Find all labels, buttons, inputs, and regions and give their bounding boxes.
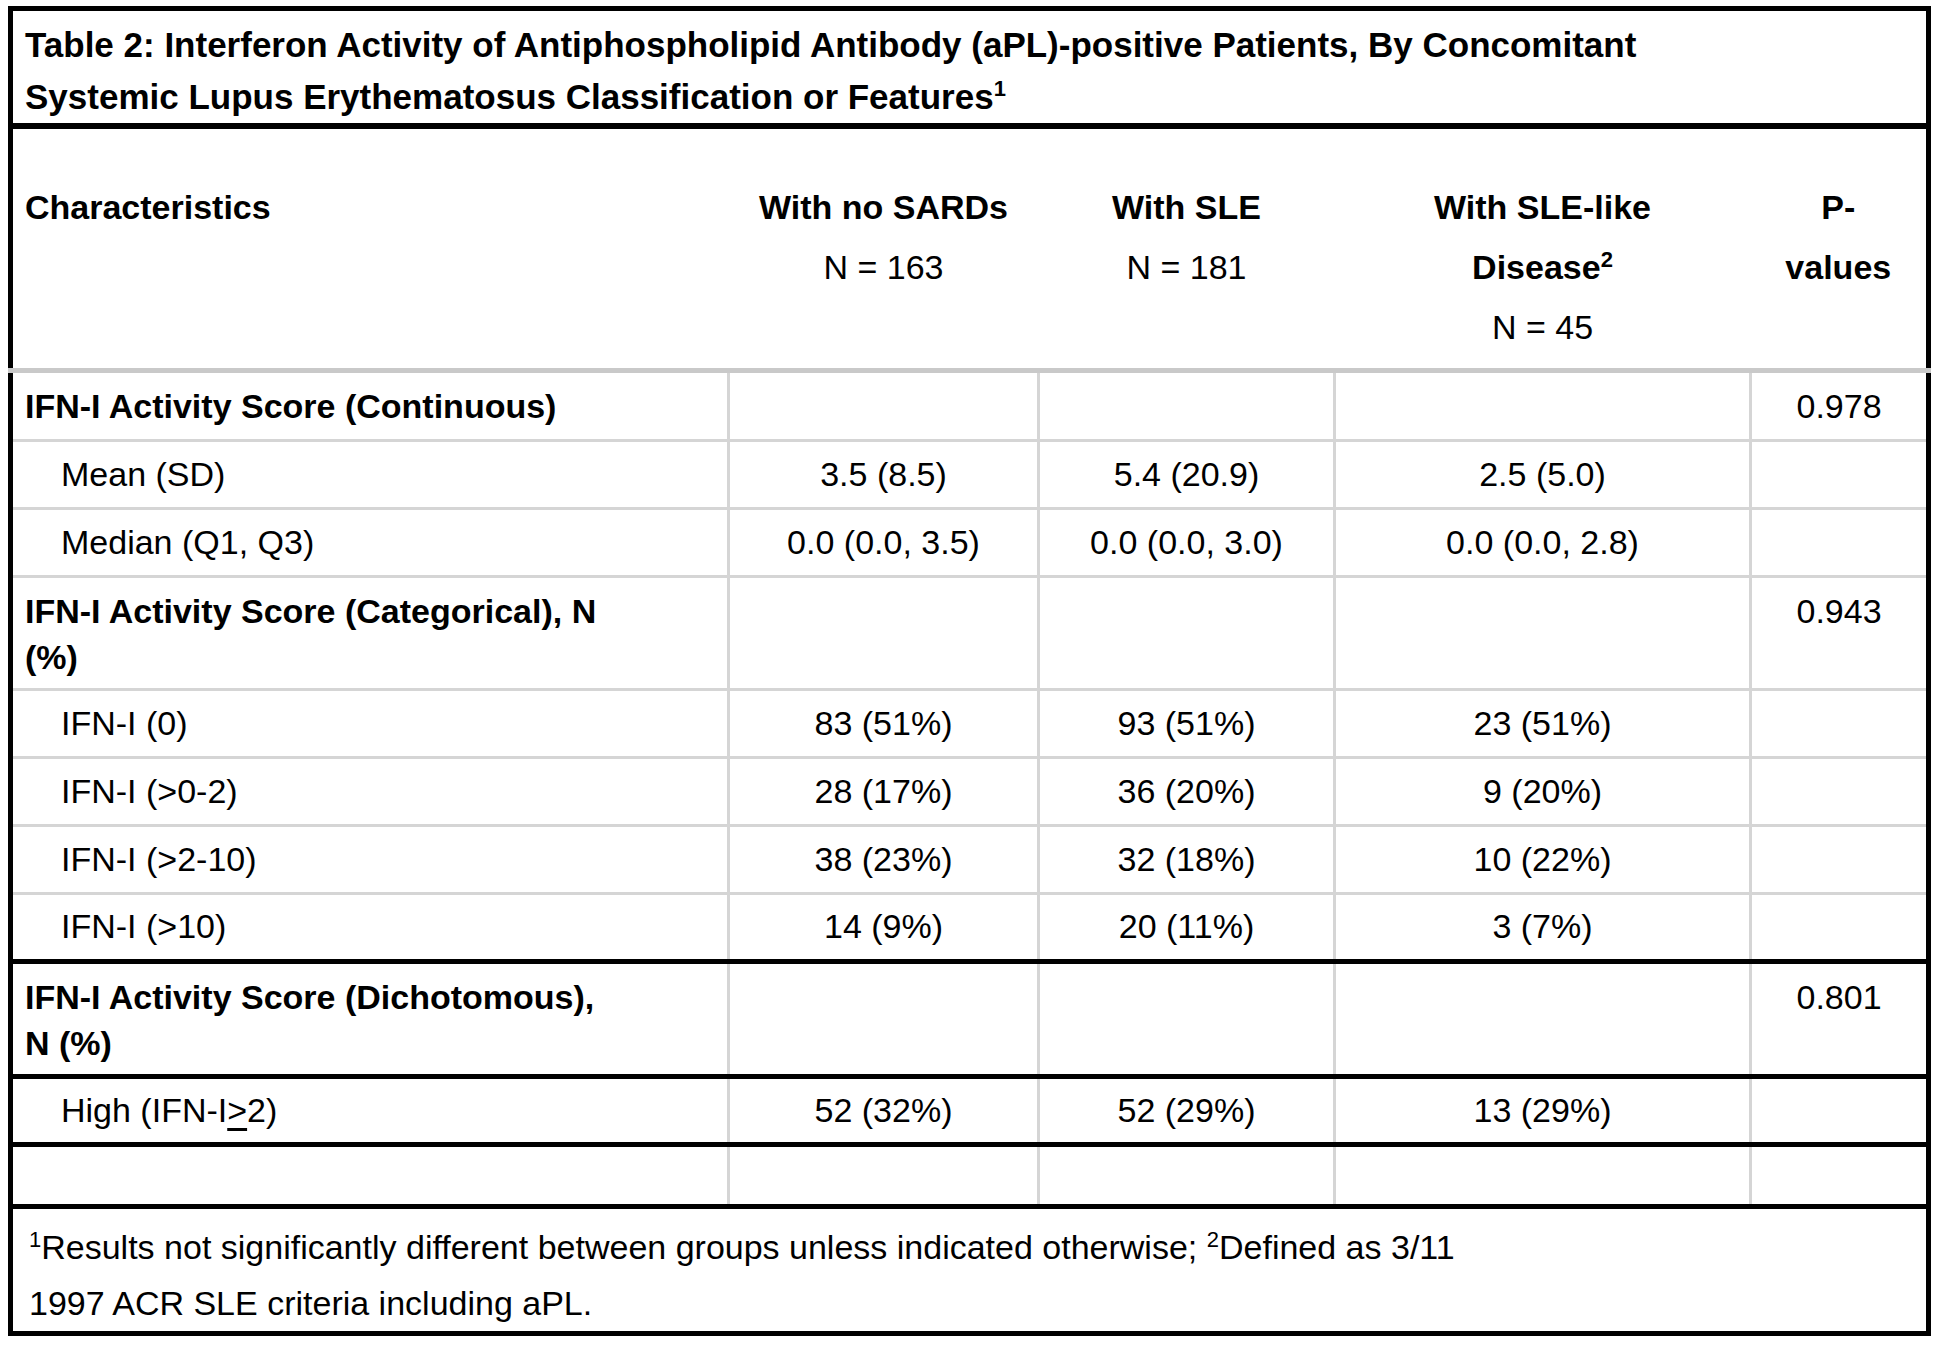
cell-value: [1039, 961, 1335, 1076]
cell-value: 28 (17%): [729, 757, 1039, 825]
footnote-line2: 1997 ACR SLE criteria including aPL.: [29, 1275, 1912, 1331]
table-title-line2: Systemic Lupus Erythematosus Classificat…: [25, 71, 1914, 123]
cell-value: 9 (20%): [1335, 757, 1751, 825]
table-row: IFN-I Activity Score (Dichotomous),N (%)…: [11, 961, 1929, 1076]
greater-equal-glyph: >: [227, 1091, 247, 1129]
p-value-cell: [1751, 440, 1929, 508]
cell-value: 0.0 (0.0, 2.8): [1335, 508, 1751, 576]
row-label: IFN-I Activity Score (Categorical), N(%): [11, 576, 729, 689]
footnote-line1: 1Results not significantly different bet…: [29, 1219, 1912, 1275]
cell-value: 32 (18%): [1039, 825, 1335, 893]
table-row: Mean (SD)3.5 (8.5)5.4 (20.9)2.5 (5.0): [11, 440, 1929, 508]
cell-value: 23 (51%): [1335, 689, 1751, 757]
footnote-row: 1Results not significantly different bet…: [11, 1206, 1929, 1333]
cell-value: 3.5 (8.5): [729, 440, 1039, 508]
row-label: IFN-I (>2-10): [11, 825, 729, 893]
p-value-cell: 0.801: [1751, 961, 1929, 1076]
p-value-cell: [1751, 893, 1929, 961]
table-row: Median (Q1, Q3)0.0 (0.0, 3.5)0.0 (0.0, 3…: [11, 508, 1929, 576]
cell-value: 13 (29%): [1335, 1076, 1751, 1144]
row-label: IFN-I Activity Score (Dichotomous),N (%): [11, 961, 729, 1076]
group-n: N = 45: [1336, 297, 1750, 357]
cell-value: 5.4 (20.9): [1039, 440, 1335, 508]
cell-value: 52 (29%): [1039, 1076, 1335, 1144]
table-title-line1: Table 2: Interferon Activity of Antiphos…: [25, 19, 1914, 71]
cell-value: [729, 1144, 1039, 1206]
p-value-cell: [1751, 1144, 1929, 1206]
p-value-cell: [1751, 825, 1929, 893]
cell-value: 14 (9%): [729, 893, 1039, 961]
cell-value: 36 (20%): [1039, 757, 1335, 825]
cell-value: 3 (7%): [1335, 893, 1751, 961]
p-value-cell: 0.943: [1751, 576, 1929, 689]
footnote: 1Results not significantly different bet…: [11, 1206, 1929, 1333]
cell-value: [1335, 576, 1751, 689]
header-superscript: 2: [1601, 247, 1613, 272]
table-row: IFN-I (>2-10)38 (23%)32 (18%)10 (22%): [11, 825, 1929, 893]
footnote-superscript-2: 2: [1207, 1226, 1219, 1251]
row-label: IFN-I (>10): [11, 893, 729, 961]
cell-value: 0.0 (0.0, 3.0): [1039, 508, 1335, 576]
column-header-no-sards: With no SARDs N = 163: [729, 126, 1039, 370]
cell-value: [1335, 961, 1751, 1076]
document-page: Table 2: Interferon Activity of Antiphos…: [0, 0, 1934, 1366]
cell-value: 83 (51%): [729, 689, 1039, 757]
p-value-cell: [1751, 1076, 1929, 1144]
row-label: Median (Q1, Q3): [11, 508, 729, 576]
cell-value: [1335, 370, 1751, 440]
table-row: IFN-I Activity Score (Continuous) 0.978: [11, 370, 1929, 440]
row-label: IFN-I (>0-2): [11, 757, 729, 825]
group-n: N = 181: [1040, 237, 1334, 297]
table-row: IFN-I Activity Score (Categorical), N(%)…: [11, 576, 1929, 689]
cell-value: 38 (23%): [729, 825, 1039, 893]
cell-value: [1039, 370, 1335, 440]
row-label: IFN-I Activity Score (Continuous): [11, 370, 729, 440]
footnote-superscript-1: 1: [29, 1226, 41, 1251]
p-value-cell: [1751, 689, 1929, 757]
cell-value: 52 (32%): [729, 1076, 1039, 1144]
row-label: [11, 1144, 729, 1206]
cell-value: 93 (51%): [1039, 689, 1335, 757]
column-header-sle: With SLE N = 181: [1039, 126, 1335, 370]
table-title-row: Table 2: Interferon Activity of Antiphos…: [11, 9, 1929, 127]
spacer-row: [11, 1144, 1929, 1206]
cell-value: 10 (22%): [1335, 825, 1751, 893]
row-label: IFN-I (0): [11, 689, 729, 757]
interferon-activity-table: Table 2: Interferon Activity of Antiphos…: [8, 6, 1931, 1336]
cell-value: 2.5 (5.0): [1335, 440, 1751, 508]
cell-value: [729, 961, 1039, 1076]
column-header-p-values: P- values: [1751, 126, 1929, 370]
table-row: IFN-I (>10)14 (9%)20 (11%)3 (7%): [11, 893, 1929, 961]
cell-value: [1335, 1144, 1751, 1206]
cell-value: [1039, 1144, 1335, 1206]
cell-value: 20 (11%): [1039, 893, 1335, 961]
cell-value: 0.0 (0.0, 3.5): [729, 508, 1039, 576]
p-value-cell: [1751, 508, 1929, 576]
cell-value: [1039, 576, 1335, 689]
title-superscript: 1: [994, 76, 1006, 101]
table-row: High (IFN-I>2)52 (32%)52 (29%)13 (29%): [11, 1076, 1929, 1144]
p-value-cell: [1751, 757, 1929, 825]
column-header-row: Characteristics With no SARDs N = 163 Wi…: [11, 126, 1929, 370]
table-row: IFN-I (>0-2)28 (17%)36 (20%)9 (20%): [11, 757, 1929, 825]
row-label: High (IFN-I>2): [11, 1076, 729, 1144]
table-title: Table 2: Interferon Activity of Antiphos…: [11, 9, 1929, 127]
column-header-sle-like-disease: With SLE-like Disease2 N = 45: [1335, 126, 1751, 370]
group-n: N = 163: [730, 237, 1038, 297]
cell-value: [729, 370, 1039, 440]
column-header-characteristics: Characteristics: [11, 126, 729, 370]
p-value-cell: 0.978: [1751, 370, 1929, 440]
row-label: Mean (SD): [11, 440, 729, 508]
cell-value: [729, 576, 1039, 689]
table-row: IFN-I (0)83 (51%)93 (51%)23 (51%): [11, 689, 1929, 757]
